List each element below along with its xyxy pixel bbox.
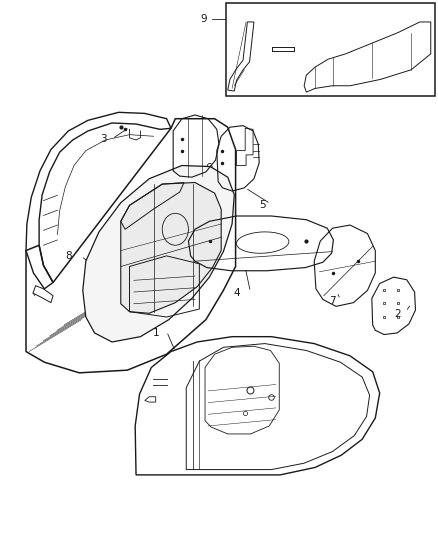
Text: 7: 7 — [329, 296, 336, 306]
Text: 6: 6 — [205, 163, 212, 173]
Text: 5: 5 — [259, 200, 266, 211]
Text: 9: 9 — [201, 14, 207, 25]
Bar — [226, 3, 435, 96]
Polygon shape — [83, 165, 234, 342]
Text: 3: 3 — [100, 134, 106, 144]
Text: 2: 2 — [395, 309, 401, 319]
Polygon shape — [121, 182, 221, 313]
Text: 4: 4 — [233, 288, 240, 298]
Text: 8: 8 — [65, 251, 72, 261]
Text: 1: 1 — [152, 328, 159, 338]
